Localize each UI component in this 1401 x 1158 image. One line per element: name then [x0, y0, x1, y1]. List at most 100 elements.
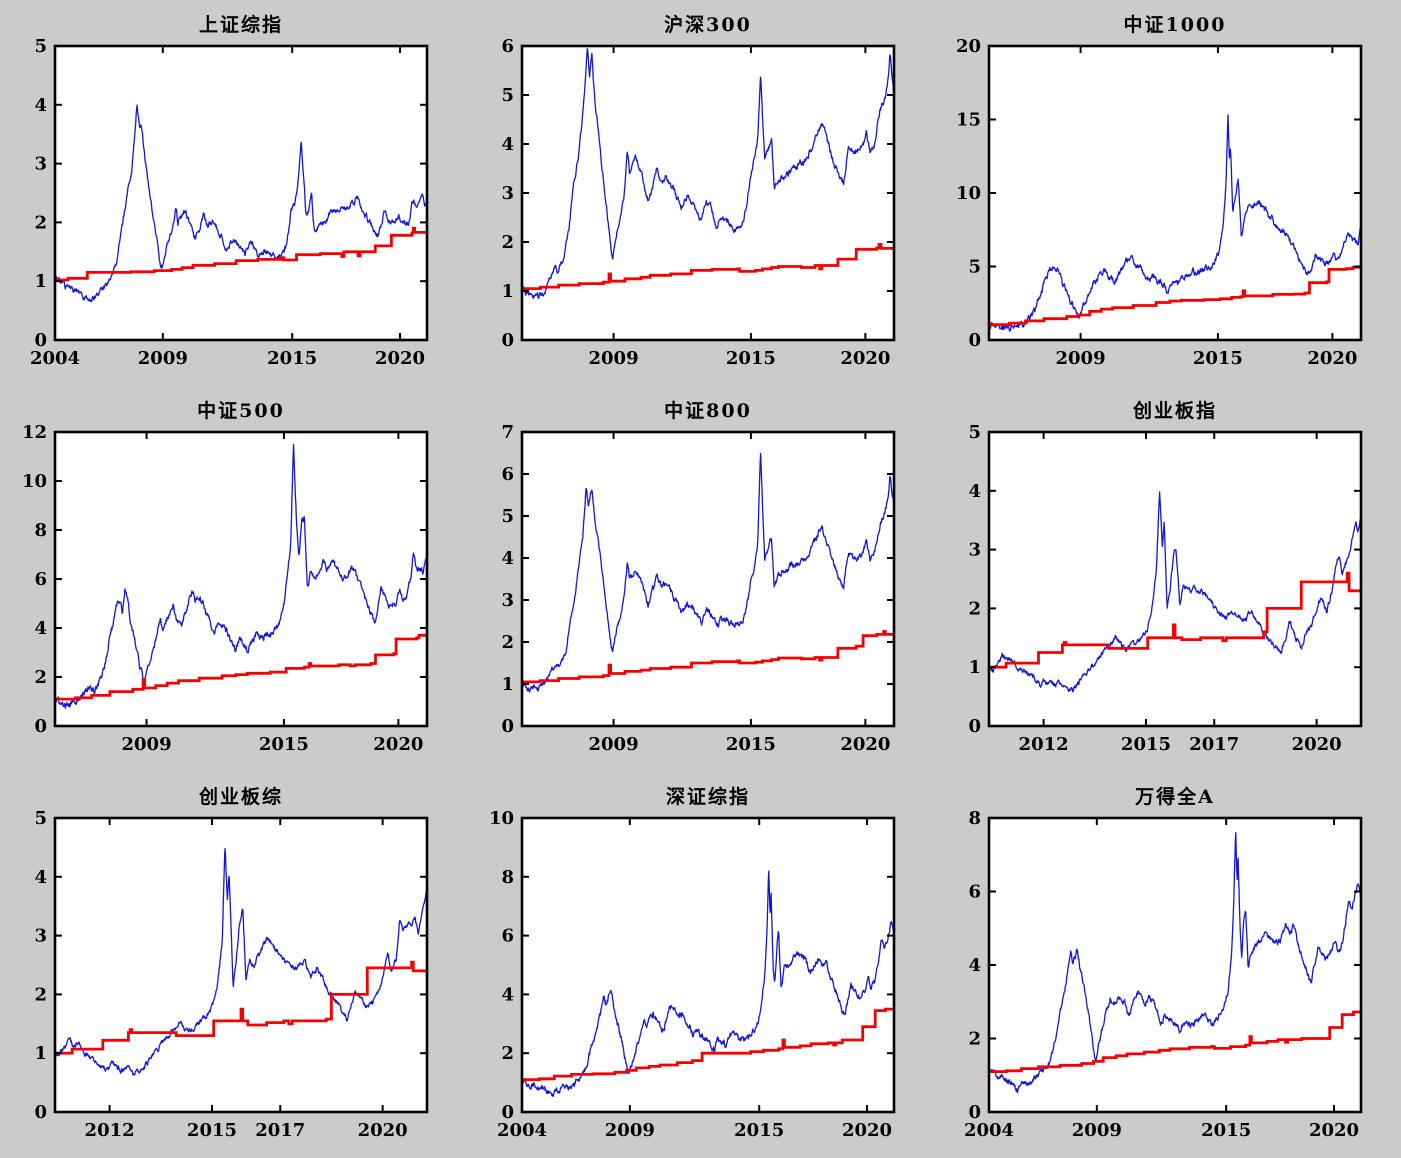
x-tick-label: 2009 [1056, 348, 1106, 369]
series-blue-index-line [989, 491, 1361, 693]
chart-sse-composite: 2004 2009 2015 2020 0 1 2 3 4 5 上证综指 [0, 0, 467, 386]
chart-csi-500-canvas: 2009 2015 2020 0 2 4 6 8 10 12 中证500 [22, 399, 429, 755]
x-tick-label: 2020 [1292, 734, 1342, 755]
axes-frame [987, 816, 1363, 1114]
chart-csi-800: 2009 2015 2020 0 1 2 3 4 5 6 7 中证800 [467, 386, 934, 772]
series-blue-index-line [989, 114, 1361, 332]
chart-title: 创业板综 [198, 785, 283, 808]
y-tick-label: 10 [489, 808, 514, 829]
x-tick-label: 2020 [840, 734, 890, 755]
plot-area [522, 46, 894, 340]
y-tick-label: 0 [968, 1102, 981, 1123]
series-red-step-line [55, 960, 427, 1055]
chart-csi-1000: 2009 2015 2020 0 5 10 15 20 中证1000 [934, 0, 1401, 386]
y-tick-label: 5 [501, 85, 514, 106]
y-tick-label: 1 [968, 657, 981, 678]
axes-frame [53, 816, 429, 1114]
y-tick-label: 3 [968, 540, 981, 561]
y-tick-label: 4 [501, 548, 514, 569]
series-red-step-line [522, 1007, 894, 1082]
y-tick-label: 10 [956, 183, 981, 204]
y-tick-label: 6 [968, 882, 981, 903]
x-tick-label: 2020 [375, 348, 425, 369]
y-tick-label: 0 [34, 1102, 47, 1123]
x-tick-label: 2015 [187, 1120, 237, 1141]
y-tick-label: 4 [34, 618, 47, 639]
x-tick-label: 2012 [85, 1120, 135, 1141]
x-tick-label: 2009 [138, 348, 188, 369]
y-tick-label: 3 [34, 926, 47, 947]
y-tick-label: 0 [501, 330, 514, 351]
plot-area [55, 432, 427, 726]
x-tick-label: 2015 [259, 734, 309, 755]
y-tick-label: 20 [956, 36, 981, 57]
series-red-step-line [55, 226, 427, 282]
y-tick-label: 5 [968, 257, 981, 278]
y-tick-label: 0 [501, 716, 514, 737]
chart-csi-300: 2009 2015 2020 0 1 2 3 4 5 6 沪深300 [467, 0, 934, 386]
series-red-step-line [55, 633, 427, 701]
x-tick-label: 2015 [726, 348, 776, 369]
y-tick-label: 4 [501, 134, 514, 155]
y-tick-label: 7 [501, 422, 514, 443]
y-tick-label: 5 [968, 422, 981, 443]
x-tick-label: 2015 [1201, 1120, 1251, 1141]
y-tick-label: 1 [34, 1043, 47, 1064]
chart-chinext-index-canvas: 2012 2015 2017 2020 0 1 2 3 4 5 创业板指 [968, 399, 1363, 755]
series-blue-index-line [522, 870, 894, 1097]
plot-area [989, 46, 1361, 340]
x-tick-label: 2004 [30, 348, 80, 369]
x-tick-label: 2020 [373, 734, 423, 755]
x-tick-label: 2009 [589, 734, 639, 755]
chart-title: 深证综指 [666, 785, 750, 808]
y-tick-label: 4 [34, 867, 47, 888]
series-red-step-line [989, 1010, 1361, 1073]
x-tick-label: 2009 [1072, 1120, 1122, 1141]
series-blue-index-line [55, 104, 427, 303]
x-tick-label: 2015 [726, 734, 776, 755]
x-tick-label: 2020 [1309, 1120, 1359, 1141]
plot-area [522, 818, 894, 1112]
chart-title: 上证综指 [199, 13, 283, 36]
y-tick-label: 6 [501, 926, 514, 947]
x-tick-label: 2017 [255, 1120, 305, 1141]
series-blue-index-line [522, 47, 894, 299]
series-red-step-line [989, 571, 1361, 669]
y-tick-label: 1 [34, 271, 47, 292]
x-tick-label: 2020 [358, 1120, 408, 1141]
chart-szse-composite-canvas: 2004 2009 2015 2020 0 2 4 6 8 10 深证综指 [489, 785, 896, 1141]
chart-csi-1000-canvas: 2009 2015 2020 0 5 10 15 20 中证1000 [956, 13, 1363, 369]
y-tick-label: 4 [34, 95, 47, 116]
y-tick-label: 12 [22, 422, 47, 443]
series-blue-index-line [55, 443, 427, 709]
chart-title: 万得全A [1134, 785, 1215, 808]
x-tick-label: 2017 [1189, 734, 1239, 755]
y-tick-label: 6 [34, 569, 47, 590]
axes-frame [987, 44, 1363, 342]
chart-title: 沪深300 [664, 13, 752, 36]
series-blue-index-line [989, 832, 1361, 1094]
axes-frame [53, 44, 429, 342]
axes-frame [53, 430, 429, 728]
y-tick-label: 3 [501, 590, 514, 611]
chart-title: 中证800 [664, 399, 752, 422]
y-tick-label: 0 [968, 716, 981, 737]
axes-frame [987, 430, 1363, 728]
x-tick-label: 2020 [840, 348, 890, 369]
chart-csi-500: 2009 2015 2020 0 2 4 6 8 10 12 中证500 [0, 386, 467, 772]
y-tick-label: 2 [501, 1043, 514, 1064]
axes-frame [520, 44, 896, 342]
series-red-step-line [522, 243, 894, 290]
y-tick-label: 10 [22, 471, 47, 492]
chart-wind-all-a: 2004 2009 2015 2020 0 2 4 6 8 万得全A [934, 772, 1401, 1158]
x-tick-label: 2020 [1307, 348, 1357, 369]
x-tick-label: 2012 [1019, 734, 1069, 755]
axes-frame [520, 816, 896, 1114]
y-tick-label: 2 [501, 632, 514, 653]
y-tick-label: 2 [34, 212, 47, 233]
plot-area [55, 818, 427, 1112]
x-tick-label: 2015 [1193, 348, 1243, 369]
chart-chinext-composite: 2012 2015 2017 2020 0 1 2 3 4 5 创业板综 [0, 772, 467, 1158]
x-tick-label: 2004 [964, 1120, 1014, 1141]
